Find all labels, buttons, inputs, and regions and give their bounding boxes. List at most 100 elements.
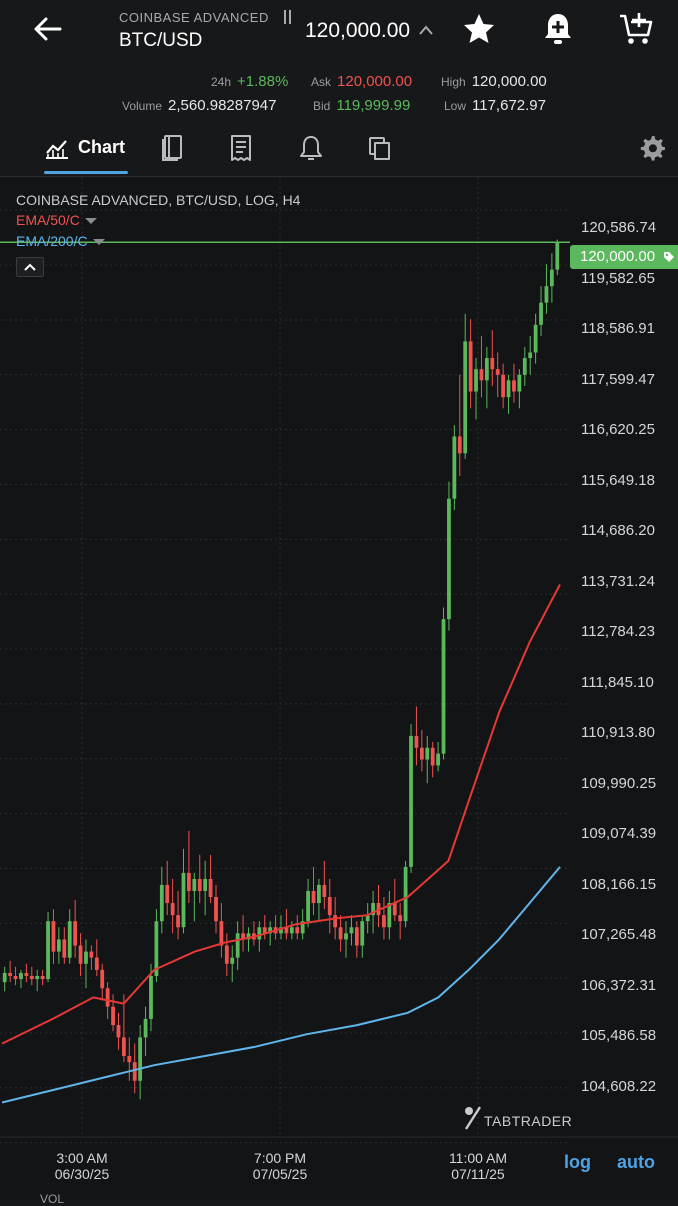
y-tick-label: 111,845.10 bbox=[581, 674, 654, 691]
current-price-tag: 120,000.00 bbox=[570, 245, 678, 269]
candle-body bbox=[268, 927, 273, 934]
x-tick-label: 11:00 AM 07/11/25 bbox=[448, 1150, 508, 1182]
y-tick-label: 109,074.39 bbox=[581, 825, 657, 842]
candle-body bbox=[154, 921, 159, 976]
candle-body bbox=[40, 975, 45, 980]
tab-order-book[interactable] bbox=[160, 120, 186, 176]
candle-body bbox=[474, 369, 478, 392]
candle-body bbox=[409, 735, 413, 867]
y-tick-label: 117,599.47 bbox=[581, 371, 655, 388]
top-bar: COINBASE ADVANCED BTC/USD 120,000.00 24h… bbox=[0, 0, 678, 178]
candle-body bbox=[116, 1025, 121, 1038]
candle-body bbox=[333, 915, 338, 928]
auto-scale-button[interactable]: auto bbox=[617, 1152, 655, 1172]
candle-body bbox=[425, 747, 430, 760]
candle-body bbox=[484, 358, 489, 381]
collapse-legend-button[interactable] bbox=[16, 257, 44, 277]
chart-title: COINBASE ADVANCED, BTC/USD, LOG, H4 bbox=[16, 192, 301, 208]
candle-body bbox=[230, 957, 235, 964]
x-tick-label: 3:00 AM 06/30/25 bbox=[54, 1150, 110, 1182]
stat-low: Low 117,672.97 bbox=[444, 97, 546, 114]
candle-body bbox=[24, 972, 29, 976]
candle-body bbox=[19, 972, 23, 980]
y-tick-label: 116,620.25 bbox=[581, 421, 655, 438]
price-chart[interactable] bbox=[0, 177, 678, 1200]
ema-line bbox=[1, 866, 561, 1104]
gear-icon[interactable] bbox=[639, 135, 665, 161]
candle-body bbox=[84, 951, 88, 964]
tab-copy[interactable] bbox=[367, 120, 393, 176]
candle-body bbox=[441, 619, 446, 754]
log-scale-button[interactable]: log bbox=[564, 1152, 591, 1172]
x-tick-label: 7:00 PM 07/05/25 bbox=[252, 1150, 308, 1182]
candle-body bbox=[392, 903, 397, 916]
y-tick-label: 105,486.58 bbox=[581, 1027, 657, 1044]
tab-active-indicator bbox=[44, 171, 128, 174]
candle-body bbox=[317, 884, 321, 904]
stat-bid: Bid 119,999.99 bbox=[313, 97, 411, 114]
back-arrow-icon[interactable] bbox=[30, 12, 64, 46]
candle-body bbox=[165, 884, 170, 904]
candle-body bbox=[371, 903, 375, 916]
star-icon[interactable] bbox=[460, 10, 498, 48]
tabtrader-logo-icon bbox=[464, 1106, 482, 1130]
candle-body bbox=[403, 866, 408, 922]
candle-body bbox=[51, 921, 56, 952]
y-tick-label: 104,608.22 bbox=[581, 1078, 657, 1095]
candle-body bbox=[306, 890, 310, 922]
legend-ema50[interactable]: EMA/50/C bbox=[16, 212, 97, 228]
candle-body bbox=[382, 915, 386, 928]
candle-body bbox=[29, 975, 34, 980]
candle-body bbox=[181, 872, 186, 928]
candle-body bbox=[544, 286, 549, 303]
exchange-bars-icon bbox=[284, 10, 291, 24]
volume-label: VOL bbox=[40, 1192, 65, 1206]
candle-body bbox=[365, 915, 370, 922]
y-tick-label: 119,582.65 bbox=[581, 270, 655, 287]
tab-chart[interactable]: Chart bbox=[44, 120, 128, 176]
stat-high: High 120,000.00 bbox=[441, 73, 547, 90]
y-tick-label: 107,265.48 bbox=[581, 926, 657, 943]
candle-body bbox=[414, 735, 419, 748]
candle-body bbox=[490, 358, 495, 370]
candle-body bbox=[159, 884, 164, 922]
candle-body bbox=[430, 747, 435, 766]
candle-body bbox=[549, 269, 554, 287]
chart-icon bbox=[46, 140, 68, 159]
candle-body bbox=[208, 878, 213, 898]
candle-body bbox=[203, 878, 208, 891]
copy-icon bbox=[369, 137, 390, 160]
candle-body bbox=[56, 939, 61, 952]
candle-body bbox=[528, 352, 533, 359]
legend-ema200[interactable]: EMA/200/C bbox=[16, 233, 105, 249]
candle-body bbox=[522, 358, 527, 375]
candle-body bbox=[517, 374, 522, 392]
candle-body bbox=[2, 972, 7, 983]
candle-body bbox=[349, 927, 354, 934]
chart-area[interactable] bbox=[0, 177, 678, 1200]
add-alert-icon[interactable] bbox=[539, 10, 577, 48]
add-to-cart-icon[interactable] bbox=[617, 10, 655, 48]
tab-alerts[interactable] bbox=[298, 120, 324, 176]
tab-trades[interactable] bbox=[228, 120, 254, 176]
candle-body bbox=[78, 945, 83, 964]
pair-name[interactable]: BTC/USD bbox=[119, 30, 203, 51]
y-tick-label: 113,731.24 bbox=[581, 573, 655, 590]
y-tick-label: 108,166.15 bbox=[581, 876, 657, 893]
candle-body bbox=[241, 933, 245, 940]
candle-body bbox=[360, 921, 365, 946]
candle-body bbox=[284, 927, 289, 934]
watermark: TABTRADER bbox=[462, 1105, 582, 1133]
candle-body bbox=[219, 921, 224, 946]
trades-receipt-icon bbox=[231, 135, 251, 161]
ema-line bbox=[1, 584, 561, 1045]
candle-body bbox=[300, 921, 305, 934]
candle-body bbox=[463, 341, 468, 454]
stat-24h: 24h +1.88% bbox=[211, 73, 289, 90]
candle-body bbox=[46, 921, 50, 980]
candle-body bbox=[35, 975, 40, 980]
candle-body bbox=[149, 975, 153, 1019]
last-price[interactable]: 120,000.00 bbox=[305, 19, 411, 42]
candle-body bbox=[447, 498, 451, 620]
chevron-up-icon[interactable] bbox=[418, 23, 434, 37]
